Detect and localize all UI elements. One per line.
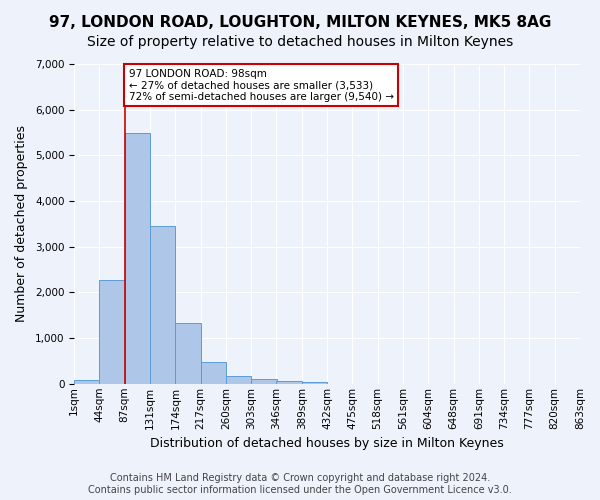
Text: 97, LONDON ROAD, LOUGHTON, MILTON KEYNES, MK5 8AG: 97, LONDON ROAD, LOUGHTON, MILTON KEYNES… bbox=[49, 15, 551, 30]
Bar bbox=[277, 380, 302, 384]
Bar bbox=[226, 376, 251, 384]
X-axis label: Distribution of detached houses by size in Milton Keynes: Distribution of detached houses by size … bbox=[150, 437, 504, 450]
Bar bbox=[150, 226, 175, 384]
Text: Contains HM Land Registry data © Crown copyright and database right 2024.
Contai: Contains HM Land Registry data © Crown c… bbox=[88, 474, 512, 495]
Text: 97 LONDON ROAD: 98sqm
← 27% of detached houses are smaller (3,533)
72% of semi-d: 97 LONDON ROAD: 98sqm ← 27% of detached … bbox=[128, 68, 394, 102]
Bar bbox=[74, 380, 100, 384]
Bar bbox=[200, 362, 226, 384]
Bar bbox=[302, 382, 327, 384]
Y-axis label: Number of detached properties: Number of detached properties bbox=[15, 126, 28, 322]
Text: Size of property relative to detached houses in Milton Keynes: Size of property relative to detached ho… bbox=[87, 35, 513, 49]
Bar bbox=[251, 379, 277, 384]
Bar bbox=[175, 324, 200, 384]
Bar bbox=[125, 134, 150, 384]
Bar bbox=[100, 280, 125, 384]
